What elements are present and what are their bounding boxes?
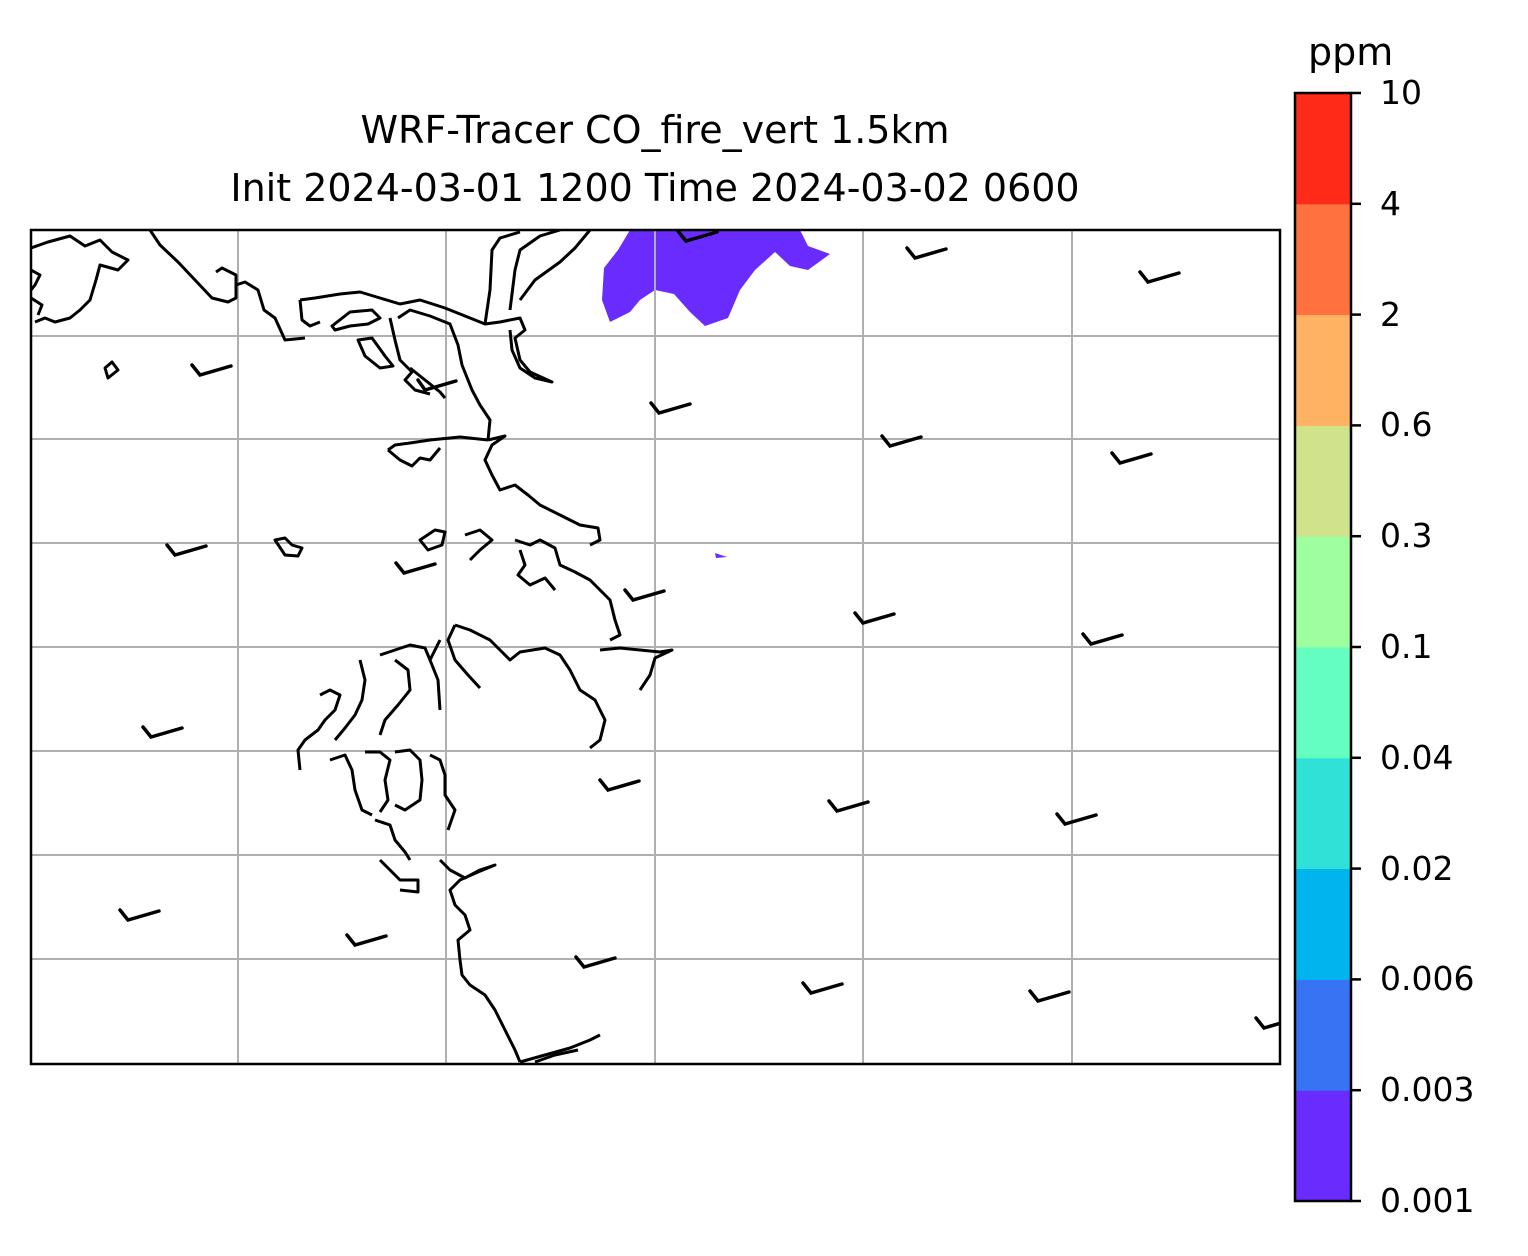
colorbar-band bbox=[1295, 314, 1351, 426]
colorbar-band bbox=[1295, 757, 1351, 870]
map-panel bbox=[31, 230, 1280, 1064]
co-tracer-speck bbox=[715, 553, 727, 558]
co-tracer-plume bbox=[602, 230, 830, 326]
colorbar bbox=[1293, 91, 1361, 1203]
colorbar-tick-label: 0.3 bbox=[1380, 516, 1433, 556]
colorbar-tick-label: 0.04 bbox=[1380, 737, 1454, 777]
wind-barbs bbox=[118, 230, 1280, 1031]
colorbar-tick-label: 0.1 bbox=[1380, 627, 1433, 666]
colorbar-band bbox=[1295, 93, 1351, 205]
coastlines bbox=[31, 230, 674, 1064]
colorbar-tick-label: 2 bbox=[1380, 294, 1401, 334]
map-title-line-1: WRF-Tracer CO_fire_vert 1.5km bbox=[360, 108, 950, 152]
colorbar-tick-label: 0.006 bbox=[1380, 959, 1475, 999]
colorbar-tick-label: 4 bbox=[1380, 183, 1401, 223]
map-frame bbox=[29, 228, 1282, 1066]
colorbar-tick-label: 0.001 bbox=[1380, 1181, 1475, 1220]
colorbar-tick-label: 0.6 bbox=[1380, 405, 1433, 445]
colorbar-tick-label: 10 bbox=[1380, 73, 1422, 112]
colorbar-band bbox=[1295, 425, 1351, 537]
colorbar-tick-label: 0.02 bbox=[1380, 848, 1454, 888]
colorbar-band bbox=[1295, 203, 1351, 316]
graticule bbox=[31, 230, 1280, 1064]
colorbar-band bbox=[1295, 868, 1351, 980]
map-title-line-2: Init 2024-03-01 1200 Time 2024-03-02 060… bbox=[230, 166, 1080, 210]
colorbar-band bbox=[1295, 647, 1351, 759]
colorbar-tick-label: 0.003 bbox=[1380, 1070, 1475, 1110]
colorbar-unit-label: ppm bbox=[1308, 30, 1394, 74]
colorbar-band bbox=[1295, 1090, 1351, 1202]
colorbar-band bbox=[1295, 536, 1351, 648]
colorbar-band bbox=[1295, 979, 1351, 1091]
